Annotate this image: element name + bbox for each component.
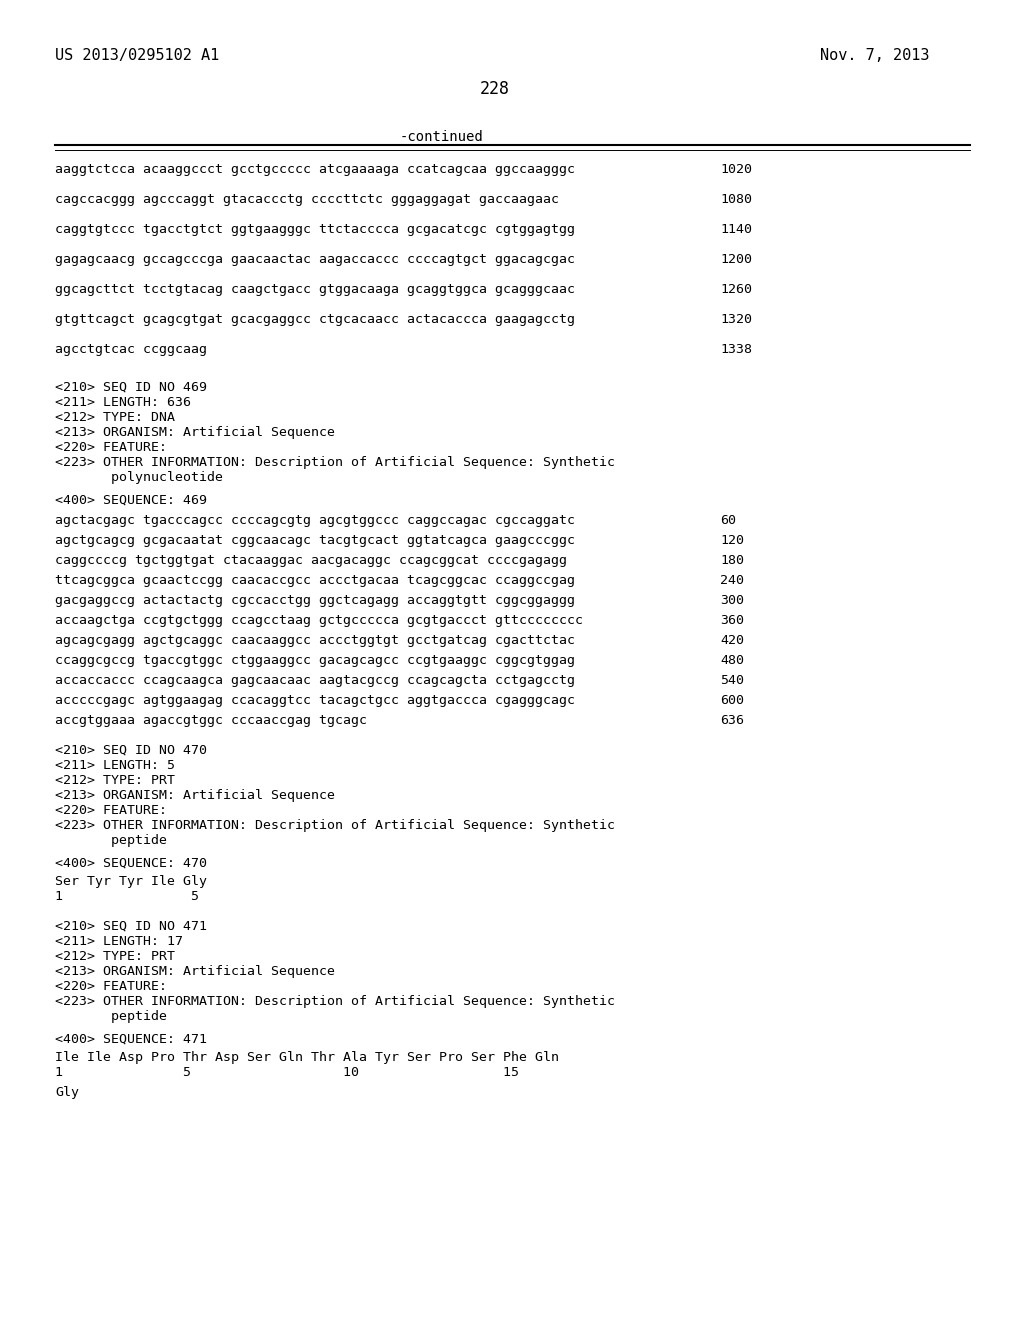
Text: agctacgagc tgacccagcc ccccagcgtg agcgtggccc caggccagac cgccaggatc: agctacgagc tgacccagcc ccccagcgtg agcgtgg…: [55, 513, 575, 527]
Text: caggccccg tgctggtgat ctacaaggac aacgacaggc ccagcggcat ccccgagagg: caggccccg tgctggtgat ctacaaggac aacgacag…: [55, 554, 567, 568]
Text: <212> TYPE: DNA: <212> TYPE: DNA: [55, 411, 175, 424]
Text: <223> OTHER INFORMATION: Description of Artificial Sequence: Synthetic: <223> OTHER INFORMATION: Description of …: [55, 995, 615, 1008]
Text: gagagcaacg gccagcccga gaacaactac aagaccaccc ccccagtgct ggacagcgac: gagagcaacg gccagcccga gaacaactac aagacca…: [55, 253, 575, 267]
Text: 1140: 1140: [720, 223, 752, 236]
Text: 1260: 1260: [720, 282, 752, 296]
Text: Ile Ile Asp Pro Thr Asp Ser Gln Thr Ala Tyr Ser Pro Ser Phe Gln: Ile Ile Asp Pro Thr Asp Ser Gln Thr Ala …: [55, 1051, 559, 1064]
Text: 600: 600: [720, 694, 744, 708]
Text: 1338: 1338: [720, 343, 752, 356]
Text: Ser Tyr Tyr Ile Gly: Ser Tyr Tyr Ile Gly: [55, 875, 207, 888]
Text: 1200: 1200: [720, 253, 752, 267]
Text: <223> OTHER INFORMATION: Description of Artificial Sequence: Synthetic: <223> OTHER INFORMATION: Description of …: [55, 818, 615, 832]
Text: <212> TYPE: PRT: <212> TYPE: PRT: [55, 774, 175, 787]
Text: 1                5: 1 5: [55, 890, 199, 903]
Text: 60: 60: [720, 513, 736, 527]
Text: <400> SEQUENCE: 471: <400> SEQUENCE: 471: [55, 1034, 207, 1045]
Text: agcctgtcac ccggcaag: agcctgtcac ccggcaag: [55, 343, 207, 356]
Text: <220> FEATURE:: <220> FEATURE:: [55, 979, 167, 993]
Text: -continued: -continued: [400, 129, 483, 144]
Text: accgtggaaa agaccgtggc cccaaccgag tgcagc: accgtggaaa agaccgtggc cccaaccgag tgcagc: [55, 714, 367, 727]
Text: ttcagcggca gcaactccgg caacaccgcc accctgacaa tcagcggcac ccaggccgag: ttcagcggca gcaactccgg caacaccgcc accctga…: [55, 574, 575, 587]
Text: 1               5                   10                  15: 1 5 10 15: [55, 1067, 519, 1078]
Text: 1020: 1020: [720, 162, 752, 176]
Text: 636: 636: [720, 714, 744, 727]
Text: polynucleotide: polynucleotide: [55, 471, 223, 484]
Text: <210> SEQ ID NO 471: <210> SEQ ID NO 471: [55, 920, 207, 933]
Text: cagccacggg agcccaggt gtacaccctg ccccttctc gggaggagat gaccaagaac: cagccacggg agcccaggt gtacaccctg ccccttct…: [55, 193, 559, 206]
Text: caggtgtccc tgacctgtct ggtgaagggc ttctacccca gcgacatcgc cgtggagtgg: caggtgtccc tgacctgtct ggtgaagggc ttctacc…: [55, 223, 575, 236]
Text: 420: 420: [720, 634, 744, 647]
Text: <400> SEQUENCE: 470: <400> SEQUENCE: 470: [55, 857, 207, 870]
Text: ggcagcttct tcctgtacag caagctgacc gtggacaaga gcaggtggca gcagggcaac: ggcagcttct tcctgtacag caagctgacc gtggaca…: [55, 282, 575, 296]
Text: agctgcagcg gcgacaatat cggcaacagc tacgtgcact ggtatcagca gaagcccggc: agctgcagcg gcgacaatat cggcaacagc tacgtgc…: [55, 535, 575, 546]
Text: accaccaccc ccagcaagca gagcaacaac aagtacgccg ccagcagcta cctgagcctg: accaccaccc ccagcaagca gagcaacaac aagtacg…: [55, 675, 575, 686]
Text: Nov. 7, 2013: Nov. 7, 2013: [820, 48, 930, 63]
Text: <211> LENGTH: 17: <211> LENGTH: 17: [55, 935, 183, 948]
Text: 228: 228: [480, 81, 510, 98]
Text: 1080: 1080: [720, 193, 752, 206]
Text: <210> SEQ ID NO 470: <210> SEQ ID NO 470: [55, 744, 207, 756]
Text: <211> LENGTH: 636: <211> LENGTH: 636: [55, 396, 191, 409]
Text: <220> FEATURE:: <220> FEATURE:: [55, 441, 167, 454]
Text: gacgaggccg actactactg cgccacctgg ggctcagagg accaggtgtt cggcggaggg: gacgaggccg actactactg cgccacctgg ggctcag…: [55, 594, 575, 607]
Text: US 2013/0295102 A1: US 2013/0295102 A1: [55, 48, 219, 63]
Text: <212> TYPE: PRT: <212> TYPE: PRT: [55, 950, 175, 964]
Text: ccaggcgccg tgaccgtggc ctggaaggcc gacagcagcc ccgtgaaggc cggcgtggag: ccaggcgccg tgaccgtggc ctggaaggcc gacagca…: [55, 653, 575, 667]
Text: accaagctga ccgtgctggg ccagcctaag gctgccccca gcgtgaccct gttcccccccc: accaagctga ccgtgctggg ccagcctaag gctgccc…: [55, 614, 583, 627]
Text: 360: 360: [720, 614, 744, 627]
Text: Gly: Gly: [55, 1086, 79, 1100]
Text: peptide: peptide: [55, 1010, 167, 1023]
Text: 240: 240: [720, 574, 744, 587]
Text: <213> ORGANISM: Artificial Sequence: <213> ORGANISM: Artificial Sequence: [55, 965, 335, 978]
Text: <220> FEATURE:: <220> FEATURE:: [55, 804, 167, 817]
Text: <213> ORGANISM: Artificial Sequence: <213> ORGANISM: Artificial Sequence: [55, 426, 335, 440]
Text: aaggtctcca acaaggccct gcctgccccc atcgaaaaga ccatcagcaa ggccaagggc: aaggtctcca acaaggccct gcctgccccc atcgaaa…: [55, 162, 575, 176]
Text: <211> LENGTH: 5: <211> LENGTH: 5: [55, 759, 175, 772]
Text: peptide: peptide: [55, 834, 167, 847]
Text: <210> SEQ ID NO 469: <210> SEQ ID NO 469: [55, 381, 207, 393]
Text: <223> OTHER INFORMATION: Description of Artificial Sequence: Synthetic: <223> OTHER INFORMATION: Description of …: [55, 455, 615, 469]
Text: 180: 180: [720, 554, 744, 568]
Text: 120: 120: [720, 535, 744, 546]
Text: agcagcgagg agctgcaggc caacaaggcc accctggtgt gcctgatcag cgacttctac: agcagcgagg agctgcaggc caacaaggcc accctgg…: [55, 634, 575, 647]
Text: <213> ORGANISM: Artificial Sequence: <213> ORGANISM: Artificial Sequence: [55, 789, 335, 803]
Text: 540: 540: [720, 675, 744, 686]
Text: 300: 300: [720, 594, 744, 607]
Text: <400> SEQUENCE: 469: <400> SEQUENCE: 469: [55, 494, 207, 507]
Text: 480: 480: [720, 653, 744, 667]
Text: acccccgagc agtggaagag ccacaggtcc tacagctgcc aggtgaccca cgagggcagc: acccccgagc agtggaagag ccacaggtcc tacagct…: [55, 694, 575, 708]
Text: gtgttcagct gcagcgtgat gcacgaggcc ctgcacaacc actacaccca gaagagcctg: gtgttcagct gcagcgtgat gcacgaggcc ctgcaca…: [55, 313, 575, 326]
Text: 1320: 1320: [720, 313, 752, 326]
